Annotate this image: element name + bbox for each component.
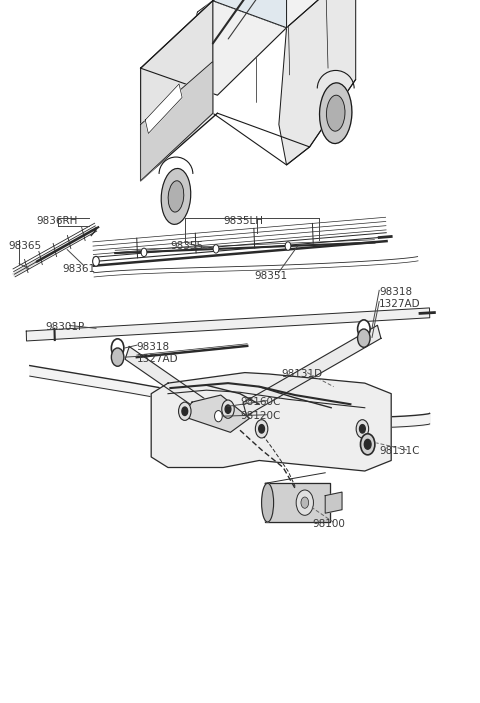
Polygon shape [243,325,381,415]
Circle shape [301,497,309,508]
Circle shape [213,245,219,253]
Circle shape [259,425,264,433]
Ellipse shape [262,484,274,522]
Text: 98355: 98355 [170,241,204,251]
Circle shape [255,420,268,438]
Text: 9836RH: 9836RH [36,217,77,226]
Circle shape [93,257,99,266]
Text: 1327AD: 1327AD [137,354,179,363]
Circle shape [141,248,147,257]
Circle shape [296,490,313,515]
Polygon shape [279,0,356,165]
Polygon shape [141,1,287,95]
Circle shape [111,348,124,366]
Text: 98120C: 98120C [240,411,280,421]
Circle shape [285,242,291,250]
Ellipse shape [326,95,345,131]
Circle shape [225,405,231,413]
Text: 1327AD: 1327AD [379,299,421,309]
Polygon shape [325,492,342,513]
Ellipse shape [161,169,191,224]
Polygon shape [265,484,330,522]
Polygon shape [151,373,391,471]
Text: 98351: 98351 [254,271,288,280]
Text: 98131D: 98131D [282,369,323,379]
Text: 98160C: 98160C [240,397,280,407]
Text: 98365: 98365 [9,241,42,251]
Circle shape [222,400,234,418]
Circle shape [179,402,191,420]
Text: 98301P: 98301P [46,322,85,332]
Polygon shape [213,0,356,27]
Polygon shape [125,347,216,419]
Polygon shape [141,1,213,181]
Ellipse shape [320,83,352,143]
Polygon shape [141,61,213,181]
Circle shape [360,434,375,455]
Circle shape [364,439,371,449]
Circle shape [358,320,370,338]
Circle shape [215,411,222,422]
Text: 98131C: 98131C [379,446,420,456]
Text: 9835LH: 9835LH [223,217,263,226]
Polygon shape [213,0,287,27]
Text: 98361: 98361 [62,264,96,273]
Circle shape [356,420,369,438]
Circle shape [360,425,365,433]
Text: 98100: 98100 [312,519,345,529]
Polygon shape [182,395,250,432]
Text: 98318: 98318 [137,342,170,352]
Circle shape [182,407,188,415]
Text: 98318: 98318 [379,287,412,297]
Ellipse shape [168,181,184,212]
Circle shape [358,329,370,347]
Circle shape [111,339,124,357]
Polygon shape [145,84,182,134]
Polygon shape [26,308,430,341]
